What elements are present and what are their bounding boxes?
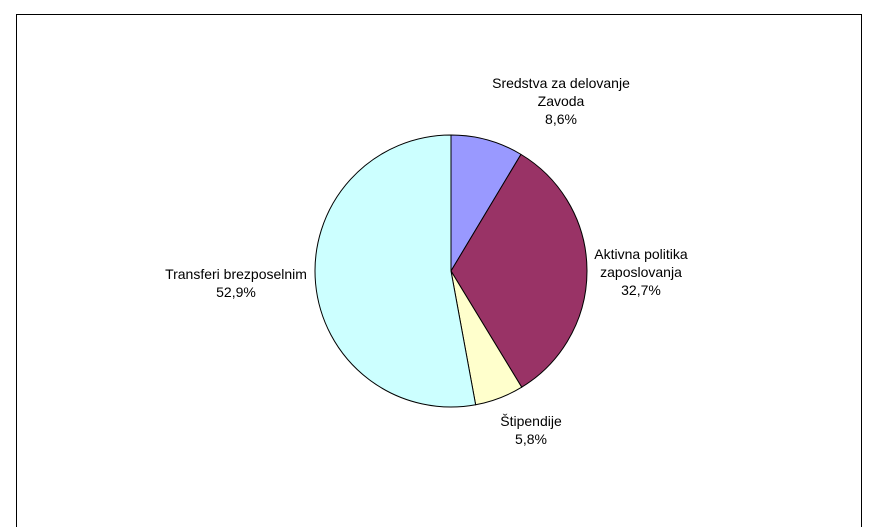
slice-label-3-value: 52,9% [216,284,256,300]
slice-label-0: Sredstva za delovanje Zavoda 8,6% [446,74,676,128]
slice-label-0-value: 8,6% [545,111,577,127]
pie-slice-1 [450,153,588,388]
slice-label-0-line-1: Zavoda [537,93,585,109]
slice-label-1: Aktivna politika zaposlovanja 32,7% [566,245,716,299]
slice-label-1-line-1: zaposlovanja [600,264,682,280]
slice-label-3-line-0: Transferi brezposelnim [165,266,307,282]
slice-label-3: Transferi brezposelnim 52,9% [136,265,336,301]
slice-label-2-value: 5,8% [515,431,547,447]
slice-label-0-line-0: Sredstva za delovanje [492,75,630,91]
pie-slice-3 [314,134,477,408]
slice-label-2-line-0: Štipendije [500,413,562,429]
slice-label-1-value: 32,7% [621,282,661,298]
slice-label-1-line-0: Aktivna politika [594,246,688,262]
slice-label-2: Štipendije 5,8% [476,412,586,448]
